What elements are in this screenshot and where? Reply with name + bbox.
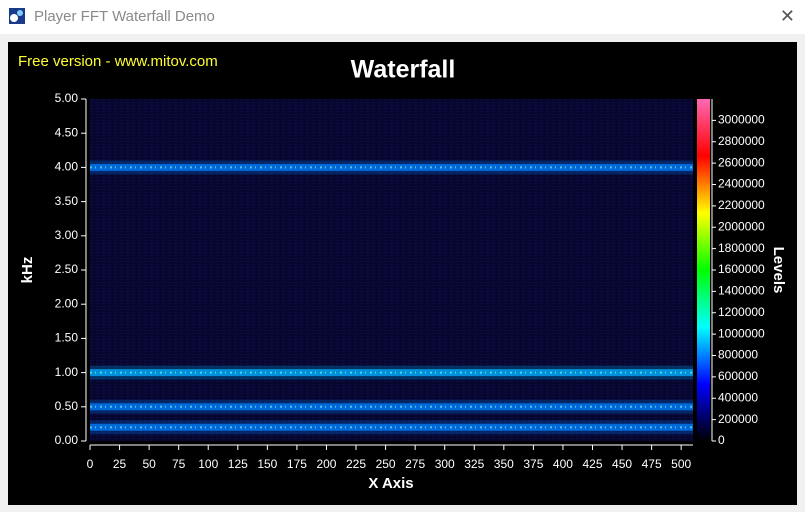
y-tick-label: 0.50 <box>55 399 79 413</box>
y-tick-label: 4.50 <box>55 125 79 139</box>
colorbar-tick-label: 1400000 <box>718 284 765 298</box>
colorbar-tick-label: 800000 <box>718 348 758 362</box>
x-tick-label: 375 <box>523 457 543 471</box>
colorbar-tick-label: 2800000 <box>718 134 765 148</box>
colorbar-tick-label: 1800000 <box>718 241 765 255</box>
x-tick-label: 25 <box>113 457 127 471</box>
x-tick-label: 400 <box>553 457 573 471</box>
colorbar-label: Levels <box>770 247 787 294</box>
colorbar-tick-label: 2600000 <box>718 155 765 169</box>
watermark: Free version - www.mitov.com <box>18 53 218 70</box>
colorbar-tick-label: 400000 <box>718 390 758 404</box>
x-tick-label: 225 <box>346 457 366 471</box>
colorbar-tick-label: 0 <box>718 433 725 447</box>
colorbar-tick-label: 3000000 <box>718 113 765 127</box>
x-axis-label: X Axis <box>368 475 413 492</box>
y-tick-label: 1.50 <box>55 331 79 345</box>
x-tick-label: 325 <box>464 457 484 471</box>
x-tick-label: 300 <box>435 457 455 471</box>
x-tick-label: 50 <box>142 457 156 471</box>
y-tick-label: 2.50 <box>55 262 79 276</box>
colorbar-tick-label: 2000000 <box>718 219 765 233</box>
x-tick-label: 350 <box>494 457 514 471</box>
app-icon <box>9 8 25 24</box>
plot-area <box>90 99 693 441</box>
y-tick-label: 2.00 <box>55 296 79 310</box>
x-tick-label: 0 <box>87 457 94 471</box>
x-tick-label: 450 <box>612 457 632 471</box>
colorbar-tick-label: 1000000 <box>718 326 765 340</box>
y-tick-label: 1.00 <box>55 365 79 379</box>
colorbar-tick-label: 2200000 <box>718 198 765 212</box>
x-tick-label: 475 <box>642 457 662 471</box>
x-tick-label: 100 <box>198 457 218 471</box>
colorbar-tick-label: 600000 <box>718 369 758 383</box>
x-tick-label: 175 <box>287 457 307 471</box>
colorbar-tick-label: 1600000 <box>718 262 765 276</box>
x-tick-label: 75 <box>172 457 186 471</box>
window-title: Player FFT Waterfall Demo <box>34 8 215 25</box>
x-tick-label: 275 <box>405 457 425 471</box>
title-bar: Player FFT Waterfall Demo ✕ <box>0 0 805 34</box>
x-tick-label: 125 <box>228 457 248 471</box>
y-tick-label: 4.00 <box>55 160 79 174</box>
y-tick-label: 5.00 <box>55 91 79 105</box>
x-tick-label: 425 <box>582 457 602 471</box>
x-tick-label: 200 <box>316 457 336 471</box>
y-axis-label: kHz <box>19 257 36 284</box>
chart-title: Waterfall <box>351 56 456 84</box>
x-tick-label: 250 <box>376 457 396 471</box>
colorbar <box>697 99 710 441</box>
y-tick-label: 3.50 <box>55 194 79 208</box>
x-tick-label: 150 <box>257 457 277 471</box>
colorbar-tick-label: 2400000 <box>718 177 765 191</box>
y-tick-label: 0.00 <box>55 433 79 447</box>
close-button[interactable]: ✕ <box>779 6 795 26</box>
colorbar-tick-label: 1200000 <box>718 305 765 319</box>
colorbar-tick-label: 200000 <box>718 412 758 426</box>
y-tick-label: 3.00 <box>55 228 79 242</box>
x-tick-label: 500 <box>671 457 691 471</box>
